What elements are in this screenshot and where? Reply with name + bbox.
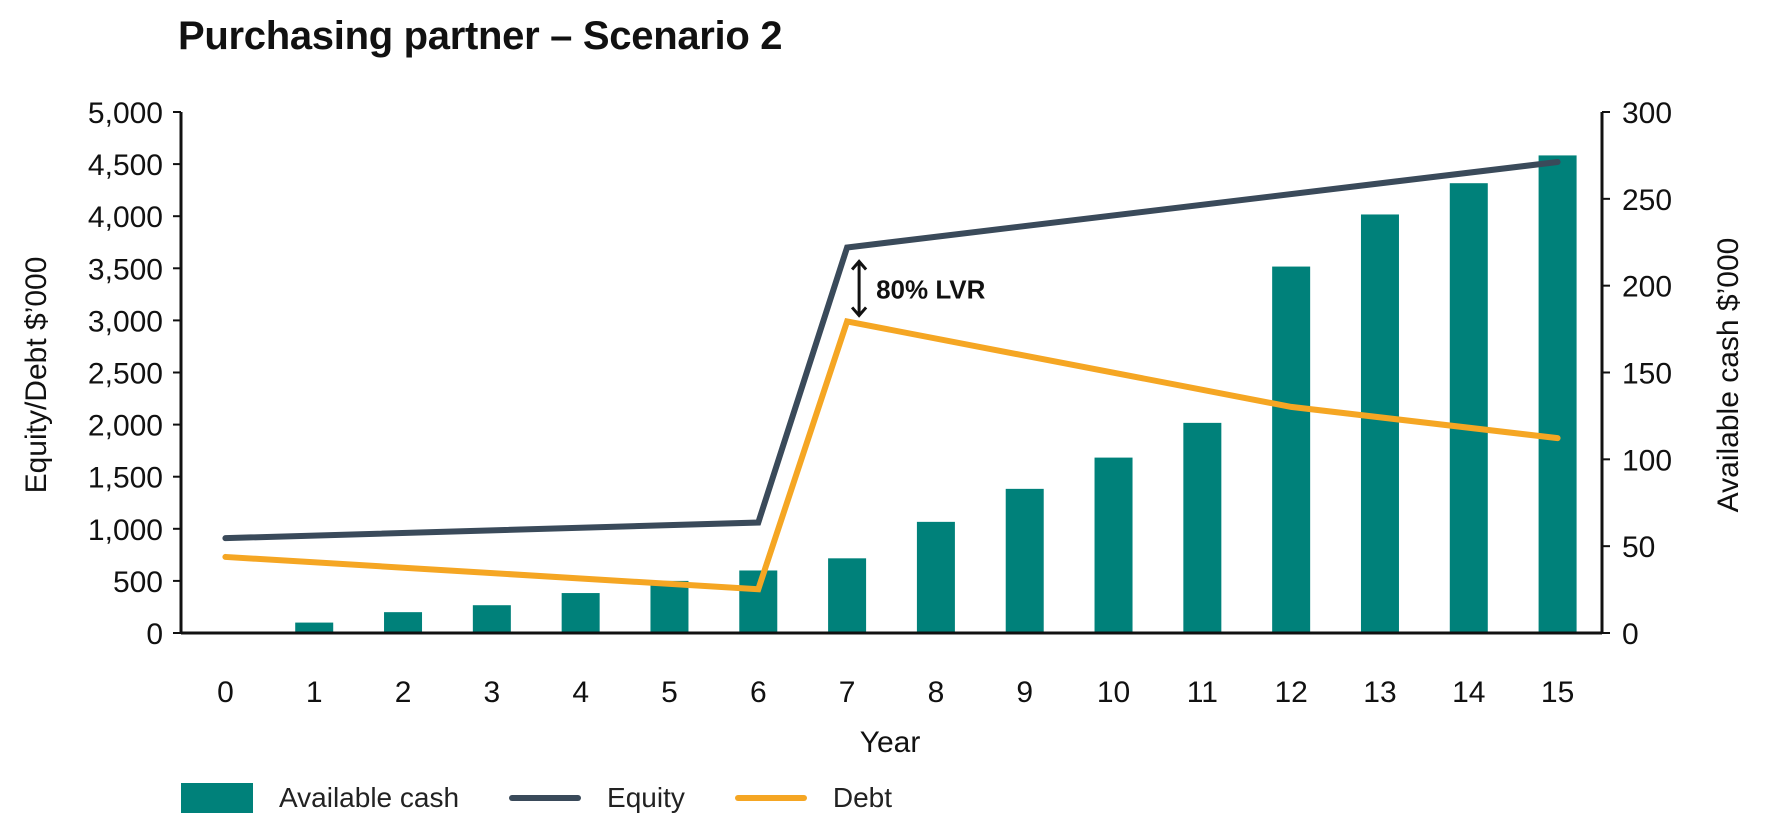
bar-cash-year-13 [1360,214,1399,634]
bar-cash-year-10 [1094,457,1133,633]
legend-swatch-debt [734,795,807,801]
lvr-arrow-head-up [850,259,868,271]
legend: Available cash Equity Debt [181,782,892,814]
x-tick-label: 14 [1452,676,1485,709]
legend-item-debt: Debt [734,782,893,814]
bar-cash-year-7 [828,558,867,633]
bar-cash-year-4 [561,593,600,633]
legend-label-cash: Available cash [279,782,460,813]
legend-swatch-cash [181,783,253,813]
y-tick-label-right: 250 [1622,184,1672,217]
annotation-layer: 80% LVR [850,259,986,318]
y-tick-label-left: 500 [113,566,163,599]
lines-layer [222,159,1561,593]
x-tick-label: 1 [306,676,323,709]
x-tick-label: 8 [928,676,945,709]
bar-cash-year-2 [384,612,423,633]
ticks-layer: 05001,0001,5002,0002,5003,0003,5004,0004… [88,97,1672,709]
y-tick-label-left: 2,500 [88,358,163,391]
y2-axis-title: Available cash $’000 [1712,238,1745,513]
y-tick-label-left: 3,500 [88,253,163,286]
x-tick-label: 2 [395,676,412,709]
x-tick-label: 12 [1274,676,1307,709]
y-tick-label-left: 5,000 [88,97,163,130]
bar-cash-year-11 [1183,422,1222,633]
bar-cash-year-12 [1272,266,1311,633]
legend-swatch-equity [509,795,582,801]
lvr-arrow-head-down [850,306,868,318]
x-tick-label: 15 [1541,676,1574,709]
y-tick-label-right: 50 [1622,531,1655,564]
x-tick-label: 11 [1187,676,1218,709]
y-tick-label-left: 4,000 [88,201,163,234]
bar-cash-year-15 [1538,155,1577,633]
y-tick-label-left: 1,500 [88,462,163,495]
y-tick-label-left: 3,000 [88,305,163,338]
x-tick-label: 13 [1363,676,1396,709]
x-tick-label: 5 [661,676,678,709]
x-tick-label: 3 [484,676,501,709]
legend-label-debt: Debt [832,782,893,813]
y-tick-label-right: 200 [1622,271,1672,304]
x-tick-label: 10 [1097,676,1130,709]
bar-cash-year-9 [1005,488,1044,633]
y-tick-label-right: 300 [1622,97,1672,130]
line-debt [222,317,1561,593]
x-tick-label: 7 [839,676,856,709]
legend-label-equity: Equity [607,782,685,813]
y-tick-label-left: 2,000 [88,410,163,443]
x-axis-title: Year [860,726,921,759]
bar-cash-year-3 [472,605,511,633]
bar-cash-year-8 [916,521,955,633]
lvr-annotation-label: 80% LVR [876,274,986,304]
x-tick-label: 0 [217,676,234,709]
y-tick-label-left: 4,500 [88,149,163,182]
x-tick-label: 6 [750,676,767,709]
y-tick-label-left: 0 [146,618,163,651]
legend-item-cash: Available cash [181,782,459,814]
y-tick-label-left: 1,000 [88,514,163,547]
legend-item-equity: Equity [509,782,685,814]
bar-cash-year-5 [650,580,689,633]
y-tick-label-right: 100 [1622,444,1672,477]
x-tick-label: 9 [1016,676,1033,709]
x-tick-label: 4 [572,676,589,709]
chart-title: Purchasing partner – Scenario 2 [178,14,783,58]
y-tick-label-right: 150 [1622,358,1672,391]
bar-cash-year-1 [295,622,334,633]
bar-cash-year-14 [1449,183,1488,633]
line-equity [222,159,1561,542]
y-tick-label-right: 0 [1622,618,1639,651]
y-axis-title: Equity/Debt $’000 [20,257,53,494]
bars-layer [295,155,1577,634]
